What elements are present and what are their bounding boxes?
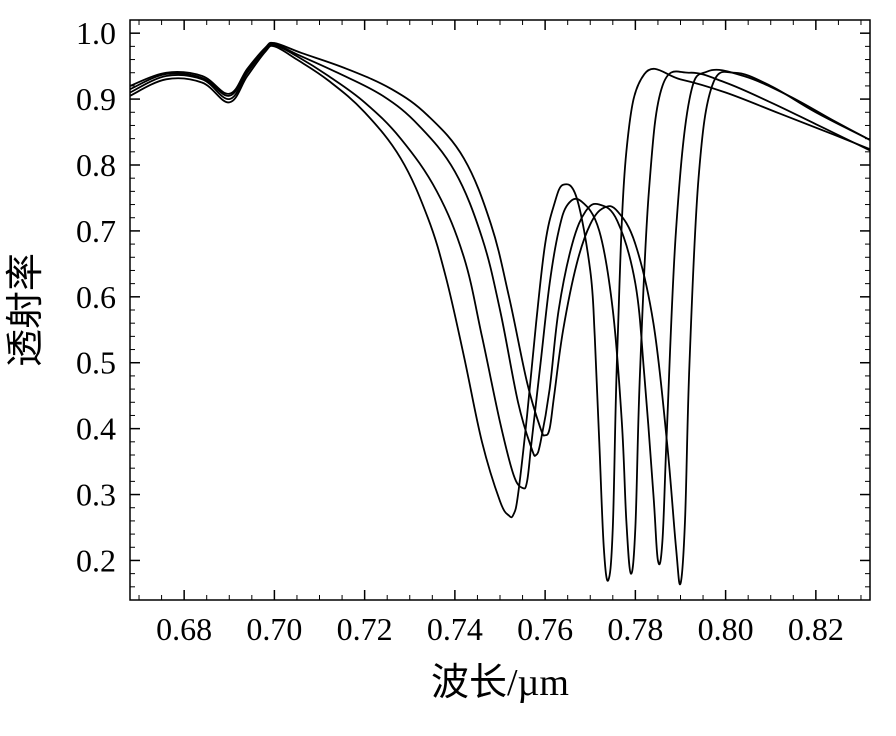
x-tick-label: 0.68 [156,611,212,647]
x-tick-label: 0.80 [698,611,754,647]
y-tick-label: 1.0 [76,15,116,51]
y-tick-label: 0.7 [76,213,116,249]
y-tick-label: 0.6 [76,279,116,315]
series-curve3 [130,43,870,564]
y-tick-label: 0.9 [76,81,116,117]
x-tick-label: 0.82 [788,611,844,647]
x-axis-label: 波长/µm [431,662,569,704]
x-tick-label: 0.76 [517,611,573,647]
x-tick-label: 0.70 [246,611,302,647]
transmittance-chart: 0.68 0.70 0.72 0.74 0.76 0.78 0.80 0.82 0.2 0.3 0.… [0,0,896,736]
y-tick-label: 0.8 [76,147,116,183]
chart-svg: 0.68 0.70 0.72 0.74 0.76 0.78 0.80 0.82 0.2 0.3 0.… [0,0,896,736]
y-tick-label: 0.2 [76,542,116,578]
x-tick-label: 0.72 [337,611,393,647]
y-tick-label: 0.3 [76,477,116,513]
x-tick-label: 0.78 [607,611,663,647]
y-axis-label: 透射率 [5,253,47,367]
x-tick-label: 0.74 [427,611,483,647]
y-tick-label: 0.4 [76,411,116,447]
y-tick-label: 0.5 [76,345,116,381]
